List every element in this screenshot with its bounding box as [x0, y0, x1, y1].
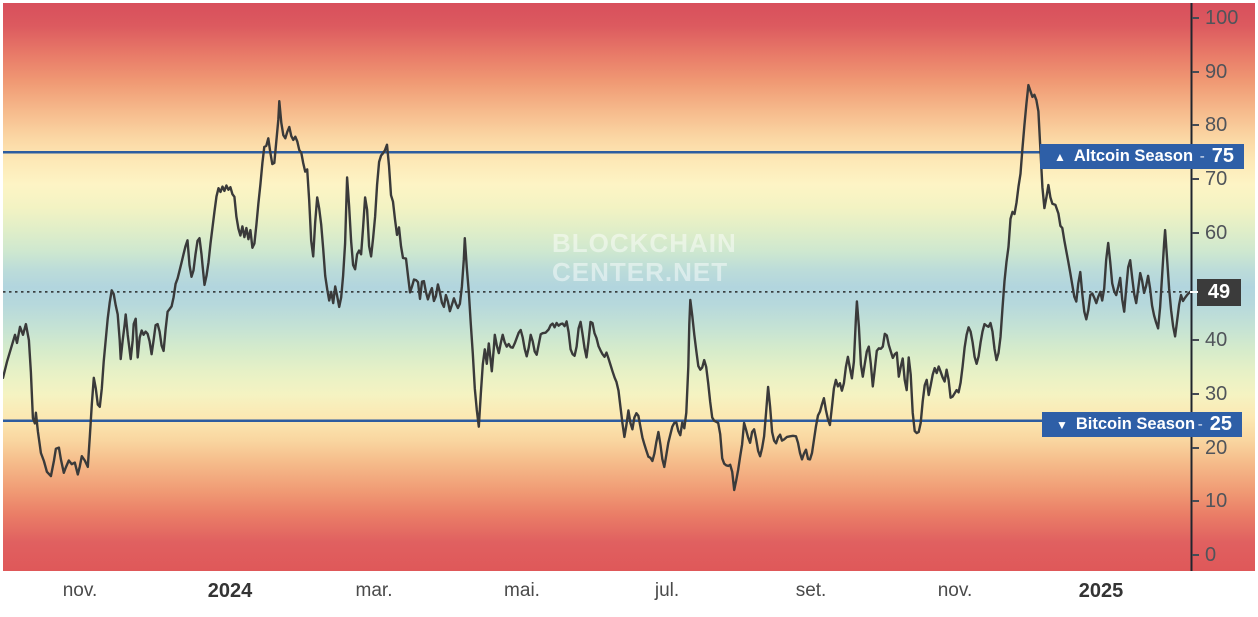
x-axis-month-label: mai. [504, 580, 540, 601]
triangle-up-icon: ▲ [1054, 149, 1066, 164]
current-value-badge: 49 [1197, 279, 1241, 306]
watermark-line1: BLOCKCHAIN [552, 228, 737, 258]
bitcoin-separator: - [1197, 416, 1203, 433]
y-tick-label: 70 [1205, 168, 1228, 191]
y-tick-mark [1192, 392, 1199, 395]
y-tick-mark [1192, 339, 1199, 342]
y-tick-label: 30 [1205, 382, 1228, 405]
y-tick-mark [1192, 178, 1199, 181]
y-tick-label: 0 [1205, 544, 1217, 566]
y-tick-label: 80 [1205, 114, 1228, 137]
index-line-chart[interactable] [3, 3, 1255, 571]
bitcoin-threshold-value: 25 [1209, 413, 1232, 435]
y-tick-mark [1192, 70, 1199, 73]
y-tick-mark [1192, 446, 1199, 449]
altcoin-threshold-value: 75 [1211, 145, 1234, 167]
x-axis-year-label: 2025 [1078, 580, 1124, 602]
altcoin-season-label: Altcoin Season [1073, 147, 1194, 165]
x-axis-month-label: set. [795, 580, 827, 601]
blockchaincenter-watermark: BLOCKCHAIN CENTER.NET [552, 229, 737, 287]
x-axis-month-label: nov. [937, 580, 973, 601]
x-axis-month-label: mar. [355, 580, 393, 601]
y-tick-mark [1192, 17, 1199, 19]
y-tick-label: 20 [1205, 436, 1228, 459]
x-axis-month-label: nov. [62, 580, 98, 601]
y-tick-mark [1192, 554, 1199, 556]
current-value: 49 [1207, 281, 1231, 303]
y-tick-label: 40 [1205, 329, 1228, 352]
altcoin-separator: - [1199, 148, 1205, 165]
y-tick-label: 10 [1205, 490, 1228, 513]
plot-area[interactable]: BLOCKCHAIN CENTER.NET ▲ Altcoin Season -… [3, 3, 1255, 571]
y-tick-label: 90 [1205, 60, 1228, 83]
x-axis-year-label: 2024 [207, 580, 253, 602]
y-tick-label: 60 [1205, 221, 1228, 244]
altcoin-season-badge: ▲ Altcoin Season - 75 [1040, 144, 1244, 169]
index-series-polyline [3, 83, 1192, 492]
current-value-tick [1190, 291, 1198, 293]
y-tick-mark [1192, 231, 1199, 234]
y-tick-mark [1192, 500, 1199, 503]
watermark-line2: CENTER.NET [552, 257, 729, 287]
y-tick-label: 100 [1205, 7, 1239, 29]
triangle-down-icon: ▼ [1056, 417, 1068, 432]
bitcoin-season-badge: ▼ Bitcoin Season - 25 [1042, 412, 1242, 437]
x-axis-month-label: jul. [654, 580, 680, 601]
bitcoin-season-label: Bitcoin Season [1075, 415, 1196, 433]
y-tick-mark [1192, 124, 1199, 127]
